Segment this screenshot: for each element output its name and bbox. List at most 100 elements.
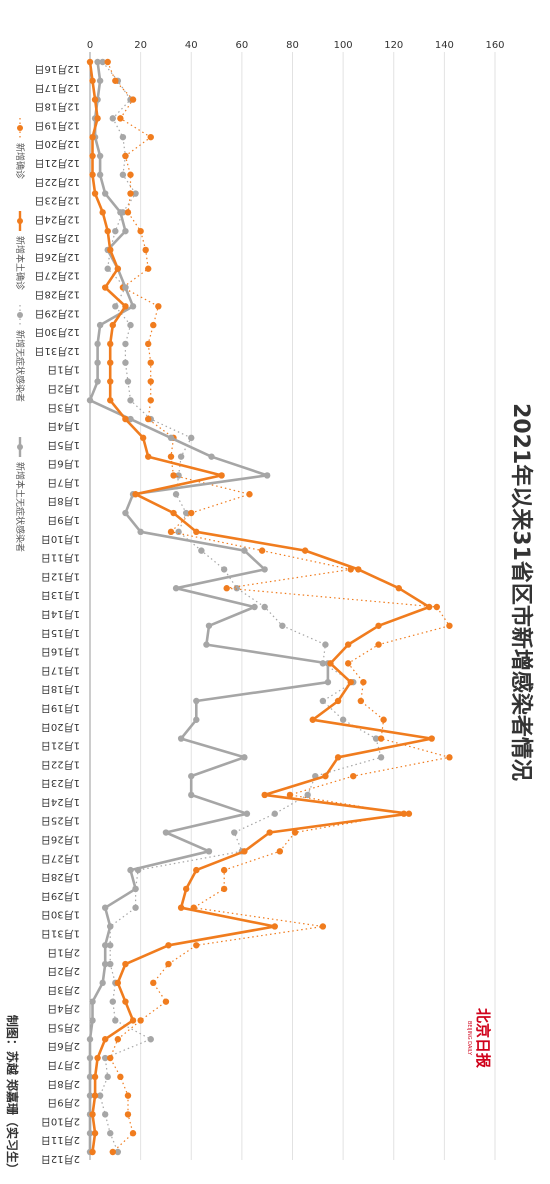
data-point <box>258 547 266 554</box>
data-point <box>208 453 215 460</box>
data-point <box>357 697 365 705</box>
x-tick-label: 2月3日 <box>47 984 80 996</box>
series-lines <box>86 58 453 1156</box>
data-point <box>124 1111 132 1118</box>
data-point <box>112 227 119 235</box>
data-point <box>261 791 268 799</box>
data-point <box>145 453 152 460</box>
y-tick-label: 20 <box>134 40 147 51</box>
data-point <box>188 791 195 799</box>
data-point <box>324 678 332 686</box>
x-tick-label: 1月24日 <box>41 796 80 808</box>
data-point <box>360 678 367 686</box>
data-point <box>147 378 154 385</box>
data-point <box>322 772 329 780</box>
data-point <box>279 622 286 629</box>
data-point <box>101 942 109 949</box>
data-point <box>375 641 382 648</box>
y-tick-label: 120 <box>384 40 403 51</box>
x-tick-label: 2月1日 <box>47 946 80 958</box>
data-point <box>170 472 177 479</box>
x-tick-label: 1月17日 <box>41 664 80 676</box>
x-tick-label: 12月30日 <box>35 326 80 338</box>
legend-marker <box>17 312 23 318</box>
data-point <box>107 1054 114 1062</box>
data-point <box>218 472 225 479</box>
data-point <box>266 829 273 836</box>
data-point <box>124 1092 132 1099</box>
data-point <box>319 923 327 930</box>
x-tick-label: 12月29日 <box>35 307 80 319</box>
data-point <box>94 58 101 66</box>
x-tick-label: 1月27日 <box>41 852 80 864</box>
data-point <box>344 641 352 648</box>
data-point <box>137 1017 144 1024</box>
x-tick-label: 1月4日 <box>47 420 80 432</box>
data-point <box>425 603 433 611</box>
x-tick-label: 2月5日 <box>47 1021 80 1033</box>
series-3 <box>86 58 332 1156</box>
data-point <box>119 171 127 178</box>
x-tick-label: 12月23日 <box>35 195 80 207</box>
data-point <box>339 716 347 723</box>
x-tick-label: 12月20日 <box>35 138 80 150</box>
data-point <box>132 904 139 911</box>
data-point <box>104 1073 111 1081</box>
x-tick-label: 1月5日 <box>47 439 80 451</box>
x-tick-label: 1月22日 <box>41 758 80 770</box>
data-point <box>395 585 403 592</box>
data-point <box>271 923 278 930</box>
data-point <box>132 491 139 498</box>
data-point <box>147 397 154 404</box>
x-tick-label: 2月9日 <box>47 1097 80 1109</box>
data-point <box>114 1148 122 1156</box>
data-point <box>188 509 195 517</box>
y-tick-label: 40 <box>185 40 198 51</box>
data-point <box>96 77 104 84</box>
data-point <box>193 697 200 705</box>
data-point <box>109 998 116 1005</box>
x-tick-label: 1月6日 <box>47 458 80 470</box>
x-tick-label: 2月4日 <box>47 1003 80 1015</box>
data-point <box>377 735 385 742</box>
data-point <box>334 697 342 705</box>
series-1 <box>86 58 435 1156</box>
data-point <box>322 641 329 648</box>
series-2 <box>96 58 385 1156</box>
data-point <box>122 359 129 366</box>
data-point <box>291 829 299 836</box>
data-point <box>122 960 129 968</box>
data-point <box>137 528 144 536</box>
x-tick-label: 12月31日 <box>35 345 80 357</box>
legend-label: 新增本土无症状感染者 <box>14 462 26 552</box>
data-point <box>91 1092 99 1099</box>
data-point <box>446 622 453 629</box>
data-point <box>433 603 440 611</box>
data-point <box>96 321 104 329</box>
data-point <box>139 434 147 442</box>
data-point <box>350 772 357 780</box>
data-point <box>107 942 114 949</box>
data-point <box>334 754 342 761</box>
data-point <box>91 190 99 197</box>
data-point <box>162 998 170 1005</box>
logo-chinese: 北京日报 <box>474 1008 492 1068</box>
data-point <box>150 321 157 329</box>
data-point <box>327 660 334 667</box>
x-tick-label: 12月17日 <box>35 82 80 94</box>
data-point <box>129 303 137 310</box>
data-point <box>89 998 96 1005</box>
data-point <box>89 1017 96 1024</box>
data-point <box>122 284 129 291</box>
data-point <box>177 453 185 460</box>
data-point <box>109 321 116 329</box>
x-tick-label: 1月30日 <box>41 909 80 921</box>
chart-credit: 制图：苏越 郑嘉珊（实习生） <box>5 1015 20 1175</box>
data-point <box>94 1054 101 1062</box>
data-point <box>96 152 104 160</box>
data-point <box>107 1130 114 1137</box>
data-point <box>101 1054 109 1062</box>
series-0 <box>104 58 453 1156</box>
data-point <box>137 227 144 235</box>
x-tick-label: 1月26日 <box>41 834 80 846</box>
